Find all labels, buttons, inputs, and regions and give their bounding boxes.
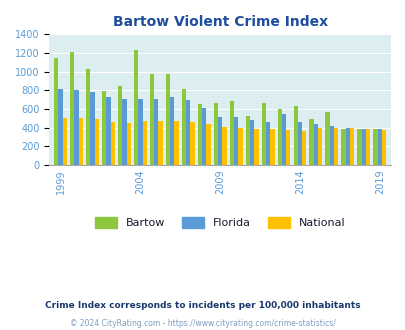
Bar (318, 128, 322, 165)
Bar (142, 121, 147, 165)
Bar (138, 99, 142, 165)
Bar (197, 104, 202, 165)
Bar (277, 109, 281, 165)
Bar (190, 122, 194, 165)
Bar (265, 122, 270, 165)
Bar (297, 122, 301, 165)
Bar (341, 129, 345, 165)
Bar (154, 99, 158, 165)
Bar (293, 106, 297, 165)
Bar (373, 128, 377, 165)
Bar (301, 131, 306, 165)
Bar (281, 114, 286, 165)
Bar (58, 89, 62, 165)
Bar (102, 91, 106, 165)
Bar (165, 75, 170, 165)
Bar (86, 69, 90, 165)
Bar (261, 103, 265, 165)
Bar (94, 119, 99, 165)
Bar (181, 89, 185, 165)
Bar (126, 123, 130, 165)
Bar (134, 50, 138, 165)
Bar (217, 117, 222, 165)
Bar (70, 52, 74, 165)
Bar (62, 118, 67, 165)
Bar (349, 128, 354, 165)
Bar (309, 119, 313, 165)
Title: Bartow Violent Crime Index: Bartow Violent Crime Index (112, 15, 327, 29)
Bar (79, 118, 83, 165)
Text: © 2024 CityRating.com - https://www.cityrating.com/crime-statistics/: © 2024 CityRating.com - https://www.city… (70, 319, 335, 328)
Bar (106, 97, 110, 165)
Bar (117, 85, 122, 165)
Bar (270, 129, 274, 165)
Bar (325, 112, 329, 165)
Bar (381, 130, 385, 165)
Bar (249, 120, 254, 165)
Text: Crime Index corresponds to incidents per 100,000 inhabitants: Crime Index corresponds to incidents per… (45, 301, 360, 310)
Bar (345, 128, 349, 165)
Bar (361, 128, 365, 165)
Bar (233, 117, 238, 165)
Bar (229, 101, 233, 165)
Legend: Bartow, Florida, National: Bartow, Florida, National (90, 212, 349, 233)
Bar (254, 128, 258, 165)
Bar (54, 58, 58, 165)
Bar (245, 116, 249, 165)
Bar (377, 129, 381, 165)
Bar (329, 126, 333, 165)
Bar (222, 127, 226, 165)
Bar (206, 124, 210, 165)
Bar (74, 90, 79, 165)
Bar (202, 108, 206, 165)
Bar (110, 122, 115, 165)
Bar (333, 128, 337, 165)
Bar (313, 124, 318, 165)
Bar (122, 99, 126, 165)
Bar (286, 130, 290, 165)
Bar (238, 128, 242, 165)
Bar (185, 100, 190, 165)
Bar (90, 92, 94, 165)
Bar (213, 103, 217, 165)
Bar (170, 97, 174, 165)
Bar (365, 129, 369, 165)
Bar (174, 121, 178, 165)
Bar (356, 128, 361, 165)
Bar (149, 74, 154, 165)
Bar (158, 121, 162, 165)
